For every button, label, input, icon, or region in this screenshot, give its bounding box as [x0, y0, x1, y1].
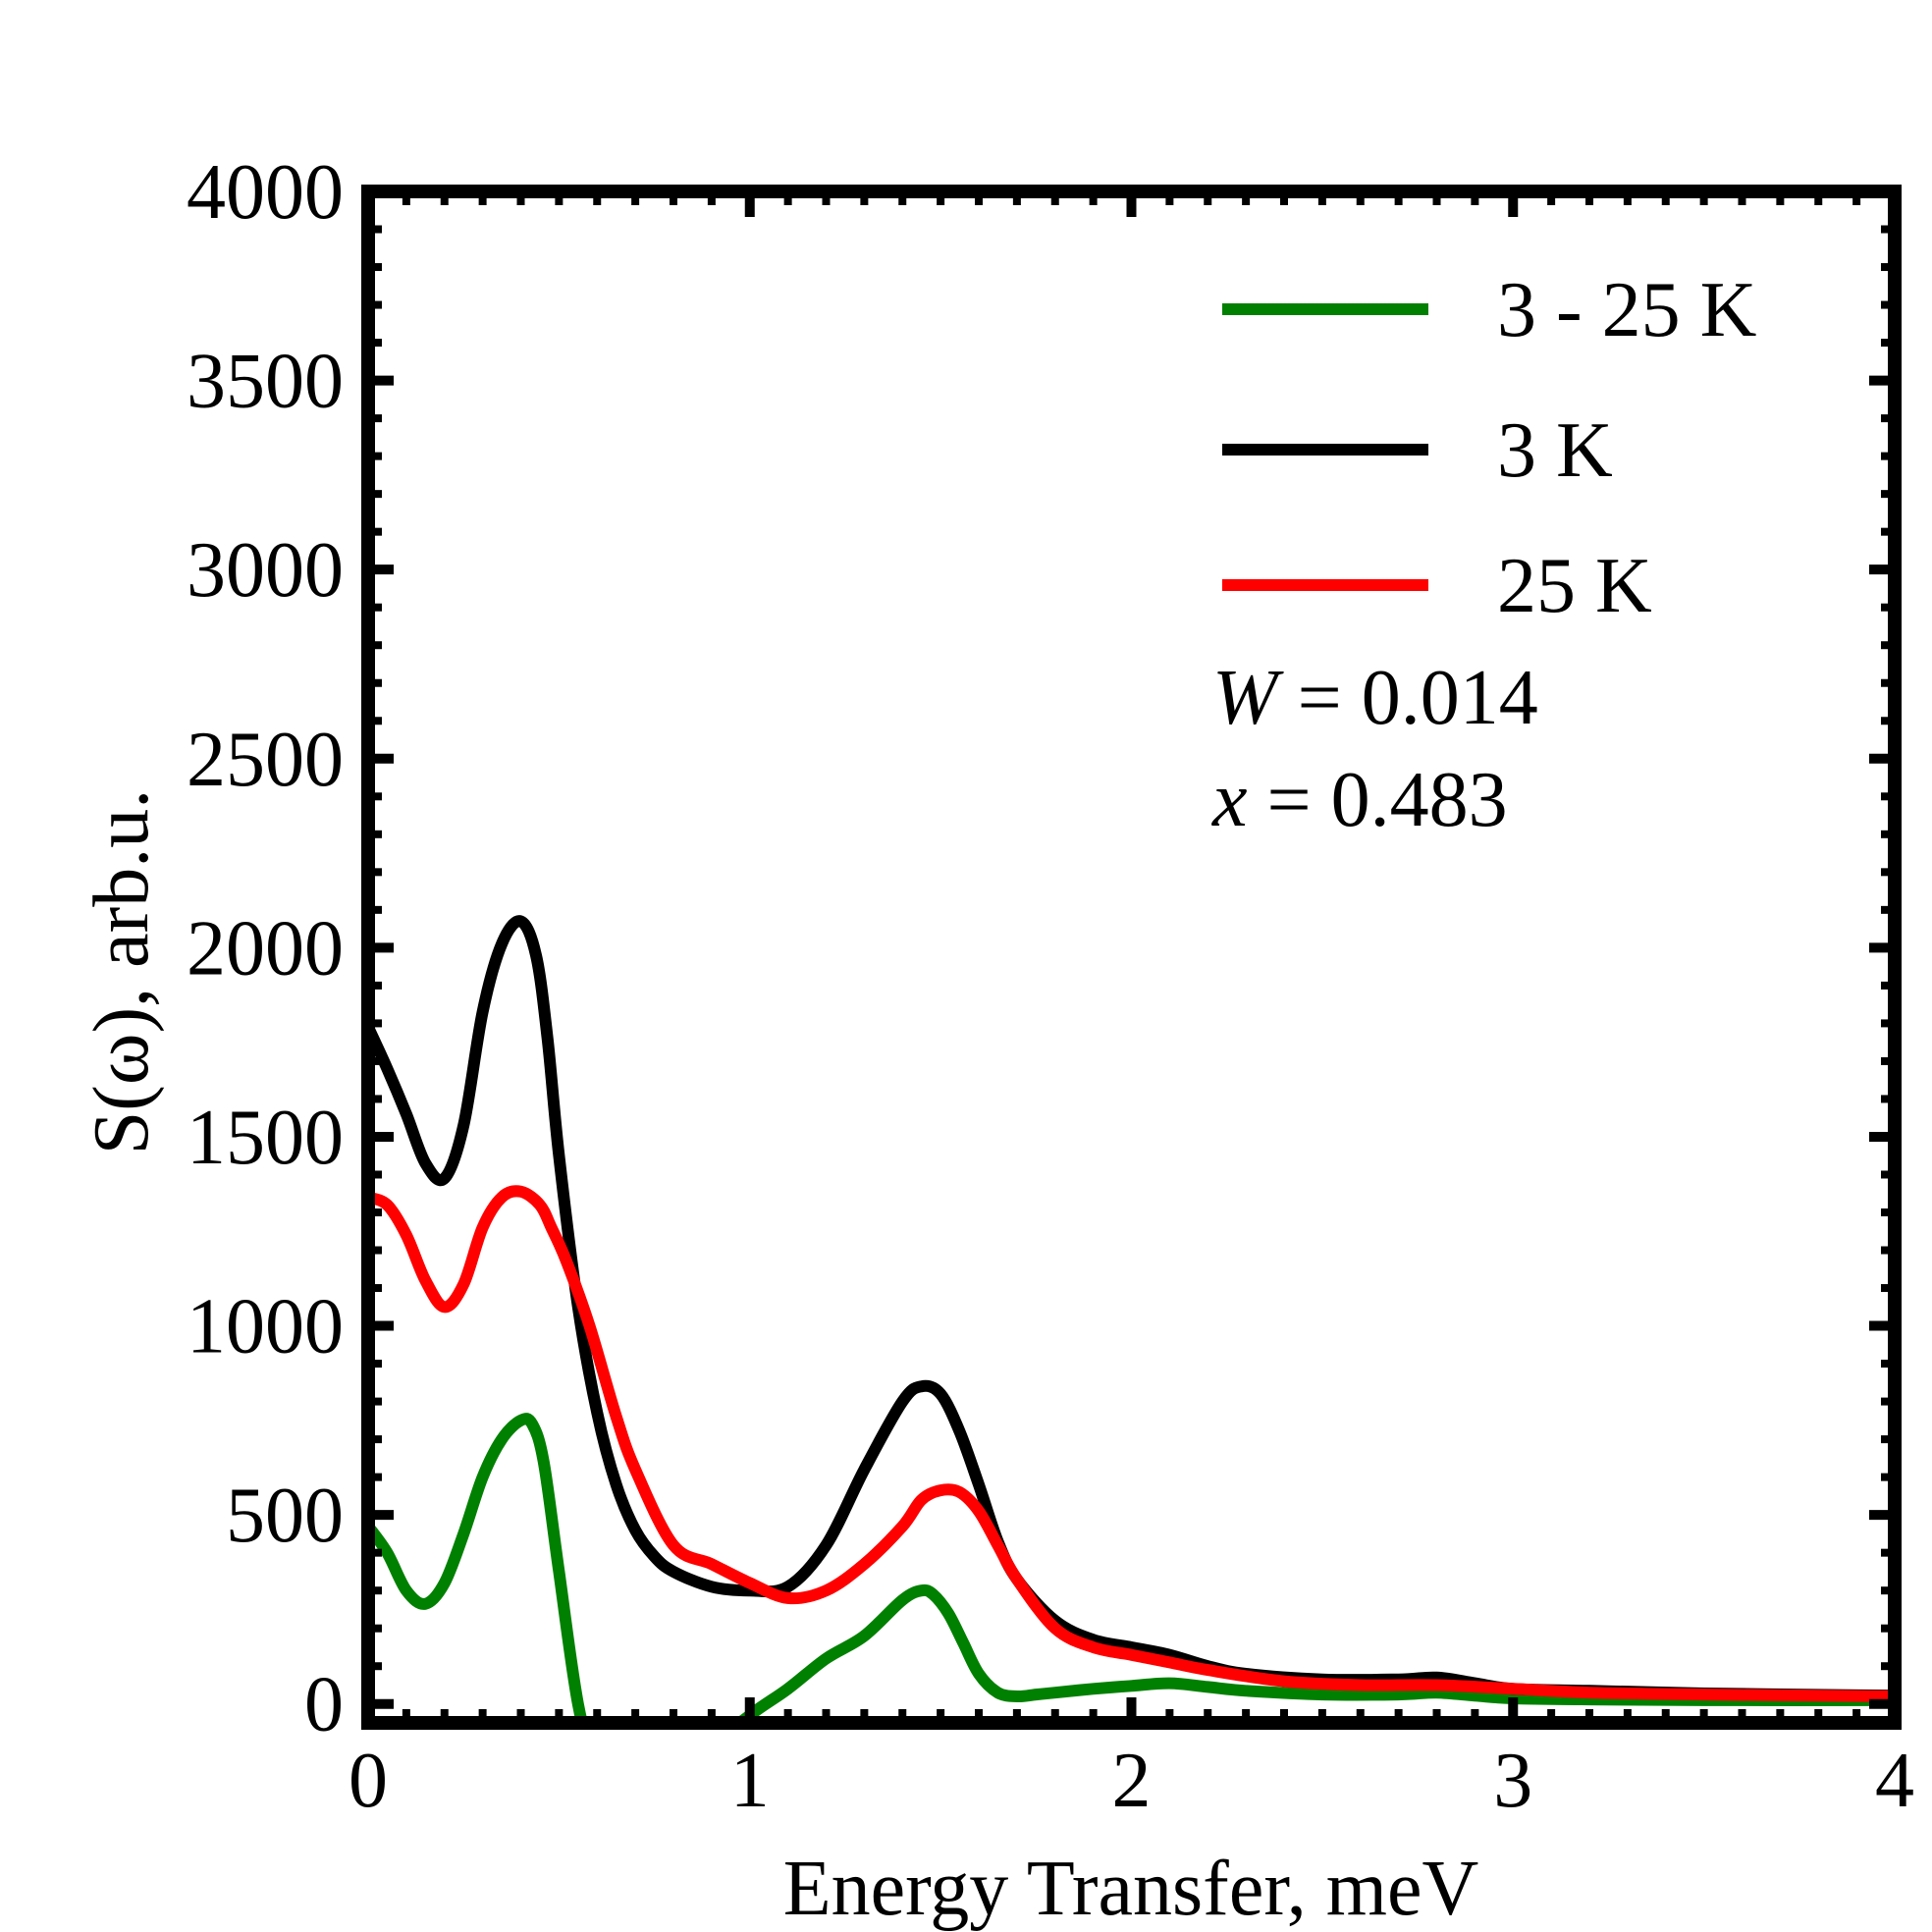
annotation-w: W = 0.014	[1212, 655, 1538, 741]
y-axis-title: S(ω), arb.u.	[79, 789, 165, 1155]
y-tick-label: 2500	[187, 717, 344, 803]
legend-label: 3 K	[1497, 407, 1613, 494]
y-tick-label: 1000	[187, 1284, 344, 1370]
annotation-w-symbol: W	[1212, 655, 1284, 741]
x-tick-label: 3	[1493, 1738, 1532, 1824]
y-tick-label: 500	[226, 1473, 344, 1559]
x-tick-label: 1	[730, 1738, 770, 1824]
annotation-w-value: = 0.014	[1278, 655, 1538, 741]
series-line-0	[368, 1413, 1895, 1723]
tick-layer	[363, 187, 1900, 1723]
annotation-x: x = 0.483	[1211, 757, 1508, 843]
legend-item-1: 3 K	[1222, 407, 1613, 494]
legend-item-0: 3 - 25 K	[1222, 267, 1756, 353]
legend-label: 3 - 25 K	[1497, 267, 1756, 353]
x-tick-label: 4	[1875, 1738, 1914, 1824]
tick-label-layer: 0 1 2 3 4 0 500 1000 1500 2000 2500 3000 3500 4000	[187, 149, 1914, 1824]
legend-label: 25 K	[1497, 543, 1652, 629]
y-tick-label: 0	[304, 1662, 344, 1748]
y-tick-label: 2000	[187, 905, 344, 992]
y-tick-label: 3500	[187, 339, 344, 425]
svg-text:W = 0.014: W = 0.014	[1212, 655, 1538, 741]
x-axis-title: Energy Transfer, meV	[783, 1846, 1479, 1932]
legend-item-2: 25 K	[1222, 543, 1652, 629]
y-tick-label: 3000	[187, 527, 344, 614]
svg-text:x = 0.483: x = 0.483	[1211, 757, 1508, 843]
series-layer	[368, 915, 1895, 1723]
annotation-x-symbol: x	[1211, 757, 1248, 843]
annotation-x-value: = 0.483	[1248, 757, 1508, 843]
x-tick-label: 2	[1112, 1738, 1152, 1824]
plot-frame	[361, 185, 1902, 1730]
legend: 3 - 25 K 3 K 25 K	[1222, 267, 1756, 629]
series-line-1	[368, 915, 1895, 1702]
y-tick-label: 4000	[187, 149, 344, 236]
y-tick-label: 1500	[187, 1095, 344, 1181]
series-line-2	[368, 1185, 1895, 1702]
x-tick-label: 0	[349, 1738, 388, 1824]
